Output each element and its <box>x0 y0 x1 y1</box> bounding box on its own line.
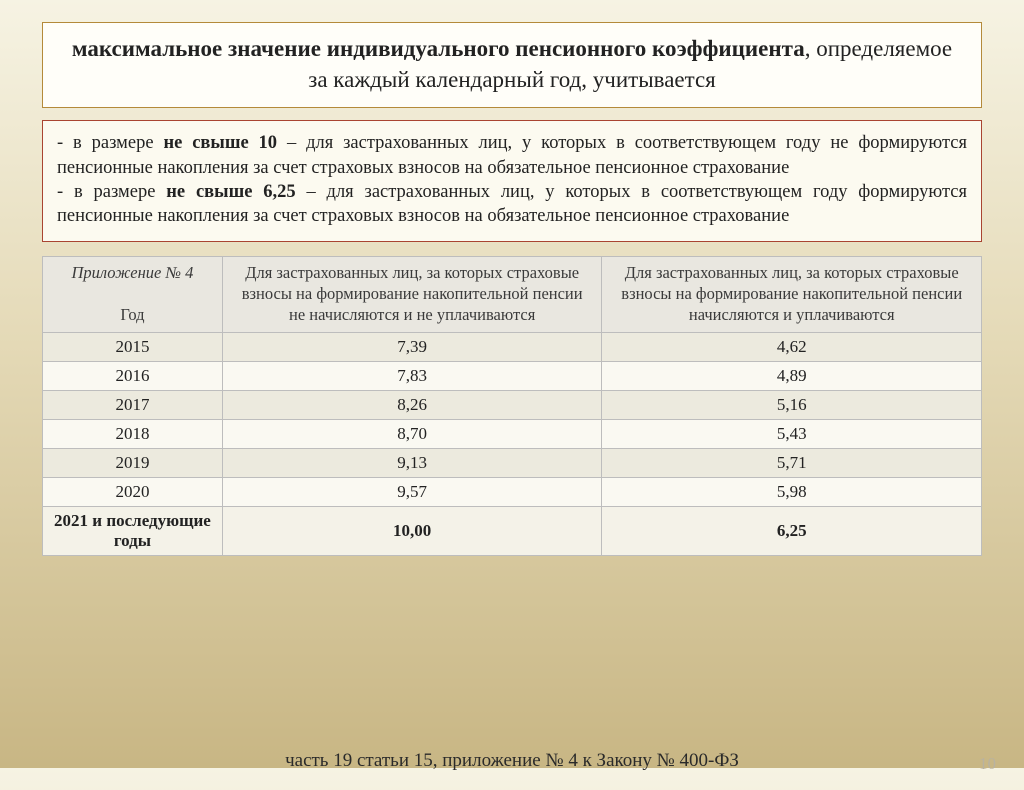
title-box: максимальное значение индивидуального пе… <box>42 22 982 108</box>
cell-b: 6,25 <box>602 506 982 555</box>
explain-p1-bold: не свыше 10 <box>163 133 277 153</box>
table-head-row: Приложение № 4 Год Для застрахованных ли… <box>43 256 982 332</box>
cell-a: 10,00 <box>222 506 602 555</box>
cell-year: 2020 <box>43 477 223 506</box>
table-row: 2015 7,39 4,62 <box>43 332 982 361</box>
coefficient-table: Приложение № 4 Год Для застрахованных ли… <box>42 256 982 556</box>
cell-a: 7,83 <box>222 361 602 390</box>
cell-b: 5,98 <box>602 477 982 506</box>
cell-b: 5,71 <box>602 448 982 477</box>
table-row: 2016 7,83 4,89 <box>43 361 982 390</box>
cell-b: 4,62 <box>602 332 982 361</box>
table-row: 2018 8,70 5,43 <box>43 419 982 448</box>
col-a-header: Для застрахованных лиц, за которых страх… <box>222 256 602 332</box>
cell-year: 2017 <box>43 390 223 419</box>
col0-sub: Год <box>53 305 212 326</box>
cell-a: 9,13 <box>222 448 602 477</box>
explain-p2: - в размере не свыше 6,25 – для застрахо… <box>57 180 967 229</box>
table-row-last: 2021 и последующие годы 10,00 6,25 <box>43 506 982 555</box>
cell-a: 9,57 <box>222 477 602 506</box>
col-year-header: Приложение № 4 Год <box>43 256 223 332</box>
cell-year: 2021 и последующие годы <box>43 506 223 555</box>
explain-p1: - в размере не свыше 10 – для застрахова… <box>57 131 967 180</box>
cell-year: 2016 <box>43 361 223 390</box>
col0-top: Приложение № 4 <box>71 263 193 282</box>
cell-year: 2018 <box>43 419 223 448</box>
cell-a: 8,26 <box>222 390 602 419</box>
cell-a: 7,39 <box>222 332 602 361</box>
cell-year: 2019 <box>43 448 223 477</box>
page-number: 10 <box>979 754 996 774</box>
title-bold: максимальное значение индивидуального пе… <box>72 36 805 61</box>
footnote: часть 19 статьи 15, приложение № 4 к Зак… <box>0 750 1024 772</box>
explain-p1-lead: - в размере <box>57 133 163 153</box>
col-b-header: Для застрахованных лиц, за которых страх… <box>602 256 982 332</box>
cell-b: 5,43 <box>602 419 982 448</box>
cell-b: 5,16 <box>602 390 982 419</box>
table-row: 2020 9,57 5,98 <box>43 477 982 506</box>
cell-a: 8,70 <box>222 419 602 448</box>
table-row: 2017 8,26 5,16 <box>43 390 982 419</box>
cell-b: 4,89 <box>602 361 982 390</box>
cell-year: 2015 <box>43 332 223 361</box>
explain-p2-bold: не свыше 6,25 <box>166 182 295 202</box>
explain-box: - в размере не свыше 10 – для застрахова… <box>42 120 982 242</box>
table-row: 2019 9,13 5,71 <box>43 448 982 477</box>
explain-p2-lead: - в размере <box>57 182 166 202</box>
